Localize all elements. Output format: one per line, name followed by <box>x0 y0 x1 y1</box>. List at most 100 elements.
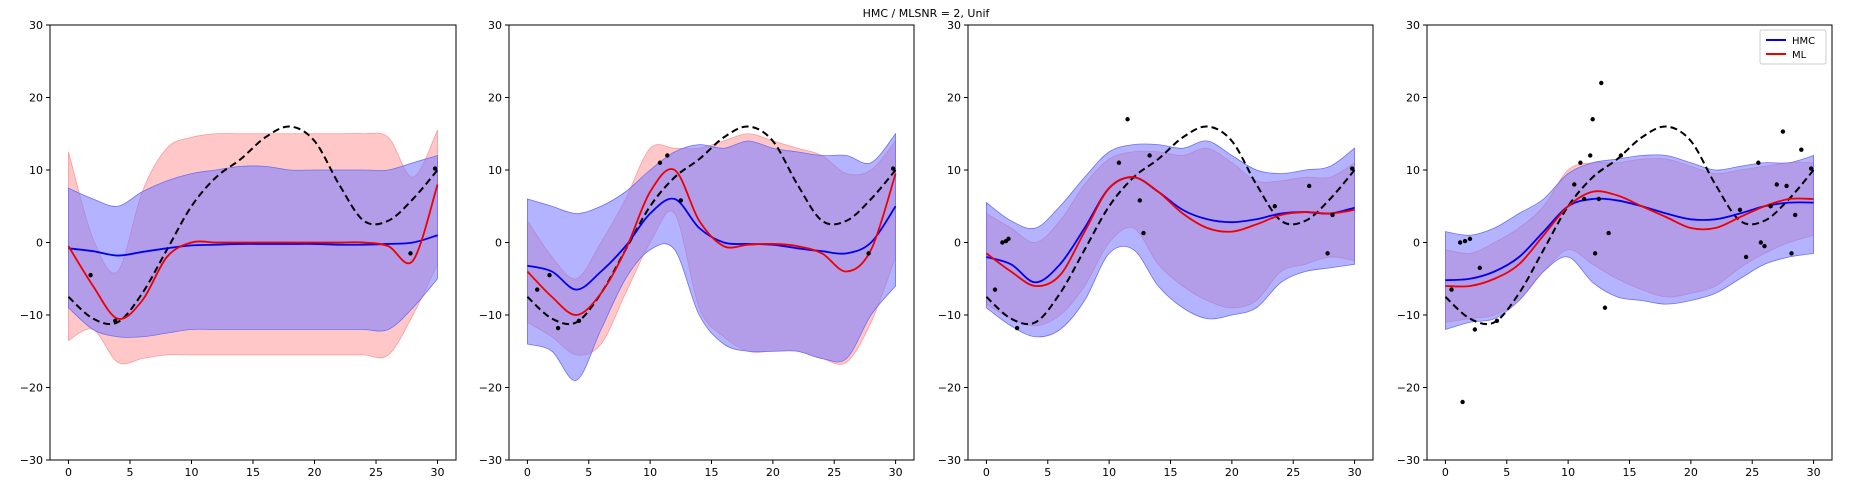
observation-point <box>1792 212 1798 218</box>
x-tick-label: 15 <box>1623 466 1637 479</box>
hmc-confidence-band <box>986 140 1355 338</box>
y-tick-label: 0 <box>1413 237 1420 250</box>
observation-point <box>1743 254 1749 260</box>
observation-point <box>1599 80 1604 86</box>
observation-point <box>1784 183 1789 189</box>
ml-mean-line <box>526 168 897 316</box>
y-tick-label: 10 <box>1406 164 1420 177</box>
y-tick-label: 20 <box>1406 92 1420 105</box>
observation-point <box>1737 207 1743 213</box>
y-tick-label: 30 <box>947 19 961 32</box>
x-tick-label: 0 <box>524 466 531 479</box>
y-tick-label: −20 <box>479 382 502 395</box>
observation-point <box>1780 129 1786 134</box>
y-tick-label: −20 <box>938 382 961 395</box>
observation-point <box>555 325 561 331</box>
observation-point <box>547 272 552 278</box>
hmc-mean-line <box>1445 197 1814 282</box>
observation-point <box>1349 166 1355 171</box>
y-tick-label: −30 <box>1397 454 1420 467</box>
observation-point <box>88 272 93 278</box>
observation-point <box>1762 243 1767 249</box>
observation-point <box>1578 160 1583 165</box>
observation-point <box>890 166 896 171</box>
x-tick-label: 30 <box>431 466 445 479</box>
x-tick-label: 20 <box>1225 466 1239 479</box>
chart-panel-3: 0 5 10 15 20 25 30 −30 −20 −10 0 10 20 30 <box>938 19 1374 479</box>
x-tick-label: 0 <box>65 466 72 479</box>
legend-label-ml: ML <box>1792 50 1807 61</box>
x-tick-label: 10 <box>184 466 198 479</box>
observation-point <box>1774 182 1779 187</box>
x-tick-label: 5 <box>126 466 133 479</box>
observation-point <box>665 153 670 158</box>
observation-point <box>1147 153 1152 158</box>
observation-point <box>1606 230 1611 236</box>
observation-point <box>1014 325 1020 331</box>
observation-point <box>1330 212 1335 218</box>
observation-point <box>1325 251 1330 256</box>
observation-point <box>1306 183 1312 189</box>
observation-point <box>866 251 871 256</box>
plot-area <box>526 125 897 381</box>
y-tick-label: 0 <box>495 237 502 250</box>
y-tick-label: −20 <box>1397 382 1420 395</box>
hmc-confidence-band <box>68 154 438 338</box>
observation-point <box>1799 147 1804 152</box>
x-tick-label: 5 <box>1044 466 1051 479</box>
y-tick-label: 30 <box>1406 19 1420 32</box>
legend-box <box>1759 29 1827 65</box>
observation-point <box>1618 153 1624 158</box>
x-tick-label: 5 <box>1503 466 1510 479</box>
x-tick-label: 25 <box>369 466 383 479</box>
observation-point <box>1572 182 1577 187</box>
observation-point <box>1758 240 1764 245</box>
x-tick-label: 25 <box>1745 466 1759 479</box>
observation-point <box>1116 160 1122 165</box>
x-tick-label: 10 <box>1561 466 1575 479</box>
chart-panel-2: 0 5 10 15 20 25 30 −30 −20 −10 0 10 20 30 <box>479 19 915 479</box>
observation-point <box>1457 240 1463 245</box>
y-tick-label: 0 <box>36 237 43 250</box>
x-tick-label: 25 <box>827 466 841 479</box>
x-tick-label: 20 <box>308 466 322 479</box>
legend: HMC ML <box>1759 29 1827 65</box>
observation-point <box>1789 251 1794 256</box>
observation-point <box>1137 198 1143 203</box>
ml-mean-line <box>1445 190 1814 288</box>
y-tick-label: −10 <box>479 309 502 322</box>
observation-point <box>1596 196 1602 202</box>
chart-panel-4: 0 5 10 15 20 25 30 −30 −20 −10 0 10 20 30 HMC ML <box>1397 19 1833 479</box>
observation-point <box>1449 287 1454 292</box>
observation-point <box>432 166 438 171</box>
observation-point <box>408 251 413 256</box>
y-tick-label: 0 <box>954 237 961 250</box>
x-tick-label: 30 <box>1807 466 1821 479</box>
observation-point <box>1592 251 1598 256</box>
y-tick-label: −30 <box>20 454 43 467</box>
y-tick-label: 20 <box>488 92 502 105</box>
y-tick-label: 10 <box>29 164 43 177</box>
observation-point <box>1467 236 1473 242</box>
y-tick-label: −10 <box>1397 309 1420 322</box>
legend-label-hmc: HMC <box>1792 36 1815 47</box>
observation-point <box>1602 305 1608 310</box>
y-tick-label: 30 <box>488 19 502 32</box>
observation-point <box>1477 265 1482 271</box>
x-tick-label: 25 <box>1286 466 1300 479</box>
observation-point <box>1272 204 1278 209</box>
ml-mean-line <box>985 176 1355 287</box>
y-tick-label: −30 <box>938 454 961 467</box>
y-tick-label: 30 <box>29 19 43 32</box>
observation-point <box>113 318 118 323</box>
x-tick-label: 5 <box>585 466 592 479</box>
x-tick-label: 10 <box>643 466 657 479</box>
observation-point <box>1494 318 1500 323</box>
hmc-confidence-band <box>1445 154 1814 331</box>
chart-panel-1: 0 5 10 15 20 25 30 −30 −20 −10 0 10 20 30 <box>20 19 457 479</box>
x-tick-label: 20 <box>766 466 780 479</box>
observation-point <box>1590 117 1595 122</box>
x-tick-label: 30 <box>889 466 903 479</box>
observation-point <box>1756 160 1761 165</box>
observation-point <box>1808 166 1814 171</box>
